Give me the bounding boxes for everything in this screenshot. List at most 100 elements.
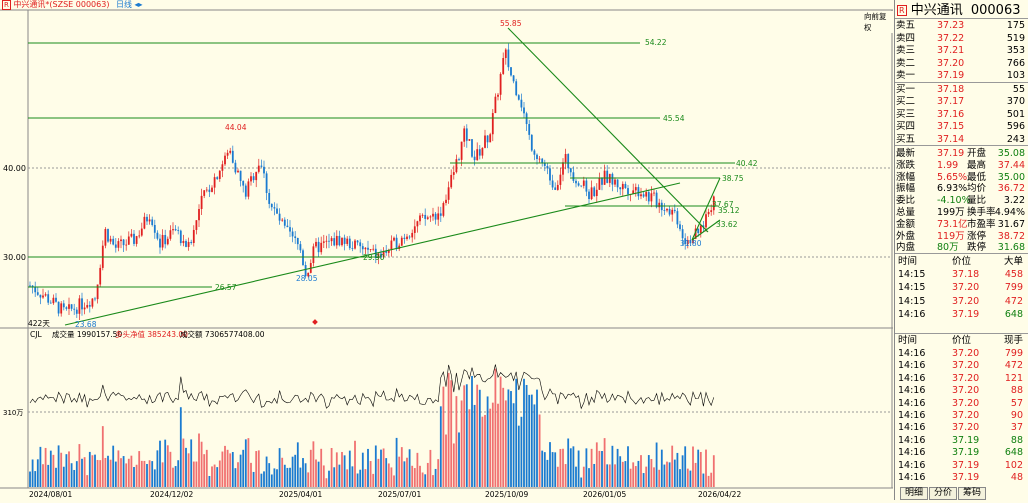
- big-order-row[interactable]: 14:15 37.18 458: [895, 268, 1028, 281]
- candle-body: [125, 244, 128, 246]
- candle-body: [156, 232, 159, 239]
- ask-row[interactable]: 卖二 37.20 766: [895, 57, 1028, 70]
- trade-row[interactable]: 14:16 37.19 48: [895, 471, 1028, 484]
- stat-row[interactable]: 最新 37.19 开盘 35.08: [895, 147, 1028, 160]
- bid-row[interactable]: 买三 37.16 501: [895, 108, 1028, 121]
- event-marker-icon[interactable]: [312, 319, 318, 325]
- candle-body: [434, 213, 437, 220]
- candle-body: [328, 240, 330, 242]
- candle-body: [510, 67, 512, 76]
- big-order-row[interactable]: 14:15 37.20 472: [895, 295, 1028, 308]
- stock-code: 000063: [970, 3, 1021, 18]
- ask-row[interactable]: 卖四 37.22 519: [895, 32, 1028, 45]
- resistance-trendline: [507, 27, 709, 233]
- volume-bar: [62, 466, 65, 487]
- trades-header-price: 价位: [952, 335, 972, 346]
- stat-row[interactable]: 金额 73.1亿 市盈率 31.67: [895, 218, 1028, 231]
- ticks-header-row[interactable]: 时间 价位 大单: [895, 255, 1028, 268]
- volume-bar: [434, 468, 437, 487]
- big-order-row[interactable]: 14:15 37.20 799: [895, 281, 1028, 294]
- candle-body: [528, 124, 531, 135]
- volume-bar: [369, 461, 372, 487]
- volume-bar: [31, 459, 34, 487]
- candle-body: [486, 135, 489, 143]
- bid-row[interactable]: 买四 37.15 596: [895, 120, 1028, 133]
- stat-label-2: 跌停: [967, 242, 987, 254]
- candle-body: [317, 241, 320, 253]
- bid-row[interactable]: 买一 37.18 55: [895, 83, 1028, 96]
- trade-row[interactable]: 14:16 37.20 37: [895, 421, 1028, 434]
- stat-row[interactable]: 涨跌 1.99 最高 37.44: [895, 159, 1028, 172]
- tab-price-split[interactable]: 分价: [929, 487, 958, 500]
- candle-body: [577, 183, 580, 186]
- volume-bar: [322, 465, 325, 487]
- bid-row[interactable]: 买五 37.14 243: [895, 133, 1028, 146]
- kline-chart[interactable]: 40.00 30.00 310万 55.85 54.22 45.54 44.04…: [0, 0, 893, 500]
- candle-body: [57, 301, 60, 314]
- volume-bar: [510, 391, 512, 487]
- trade-row[interactable]: 14:16 37.20 799: [895, 347, 1028, 360]
- r-icon[interactable]: R: [2, 0, 11, 10]
- candle-body: [640, 194, 642, 197]
- adjust-mode-button[interactable]: 向前复权: [864, 11, 893, 33]
- trade-row[interactable]: 14:16 37.20 472: [895, 359, 1028, 372]
- ask-label: 卖三: [896, 45, 916, 56]
- ask-row[interactable]: 卖一 37.19 103: [895, 69, 1028, 82]
- volume-bar: [330, 448, 333, 487]
- trades-header-row[interactable]: 时间 价位 现手: [895, 334, 1028, 347]
- volume-bar: [104, 457, 107, 487]
- volume-bar: [398, 456, 401, 487]
- stat-label-1: 总量: [896, 207, 916, 218]
- stat-label-1: 最新: [896, 148, 916, 159]
- stat-row[interactable]: 外盘 119万 涨停 38.72: [895, 230, 1028, 243]
- trade-row[interactable]: 14:16 37.19 648: [895, 446, 1028, 459]
- candle-body: [270, 203, 273, 208]
- trade-row[interactable]: 14:16 37.19 102: [895, 459, 1028, 472]
- tab-detail[interactable]: 明细: [900, 487, 929, 500]
- bid-row[interactable]: 买二 37.17 370: [895, 95, 1028, 108]
- kline-chart-area[interactable]: 40.00 30.00 310万 55.85 54.22 45.54 44.04…: [0, 0, 893, 500]
- volume-bar: [377, 458, 380, 487]
- trade-time: 14:16: [898, 372, 926, 384]
- candle-body: [320, 242, 323, 253]
- volume-bar: [595, 442, 598, 487]
- candle-body: [291, 231, 294, 237]
- volume-bar: [39, 446, 42, 487]
- trade-time: 14:16: [898, 472, 926, 483]
- period-label[interactable]: 日线: [115, 0, 132, 9]
- candle-body: [473, 156, 476, 161]
- r-icon-quote[interactable]: R: [897, 5, 907, 16]
- candle-body: [88, 305, 91, 307]
- volume-bar: [244, 439, 247, 487]
- bid-label: 买四: [896, 121, 916, 132]
- trade-row[interactable]: 14:16 37.20 90: [895, 409, 1028, 422]
- ask-label: 卖二: [896, 57, 916, 69]
- trade-row[interactable]: 14:16 37.20 57: [895, 397, 1028, 410]
- tick-time: 14:15: [898, 295, 926, 307]
- bid-volume: 55: [1012, 83, 1025, 95]
- stat-label-1: 涨跌: [896, 159, 916, 171]
- bid-volume: 370: [1006, 96, 1025, 107]
- chevron-right-icon[interactable]: ▸: [138, 0, 143, 9]
- stat-row[interactable]: 委比 -4.10% 量比 3.22: [895, 194, 1028, 207]
- trade-row[interactable]: 14:16 37.19 88: [895, 434, 1028, 447]
- stat-row[interactable]: 振幅 6.93% 均价 36.72: [895, 182, 1028, 195]
- candle-body: [133, 233, 135, 244]
- volume-bar: [551, 452, 554, 487]
- stat-row[interactable]: 内盘 80万 跌停 31.68: [895, 241, 1028, 254]
- volume-indicator-name[interactable]: CJL: [30, 330, 42, 339]
- candle-body: [432, 213, 434, 217]
- trade-row[interactable]: 14:16 37.20 121: [895, 372, 1028, 385]
- trade-row[interactable]: 14:16 37.20 88: [895, 384, 1028, 397]
- big-order-row[interactable]: 14:16 37.19 648: [895, 308, 1028, 321]
- ask-row[interactable]: 卖三 37.21 353: [895, 44, 1028, 57]
- stat-row[interactable]: 涨幅 5.65% 最低 35.00: [895, 171, 1028, 184]
- candle-body: [286, 225, 289, 228]
- chevron-left-icon[interactable]: ◂: [134, 0, 139, 9]
- bid-price: 37.16: [937, 108, 965, 120]
- stat-row[interactable]: 总量 199万 换手率 4.94%: [895, 206, 1028, 219]
- ask-row[interactable]: 卖五 37.23 175: [895, 19, 1028, 32]
- volume-bar: [520, 416, 523, 487]
- tab-chips[interactable]: 筹码: [958, 487, 987, 500]
- candle-body: [257, 165, 260, 172]
